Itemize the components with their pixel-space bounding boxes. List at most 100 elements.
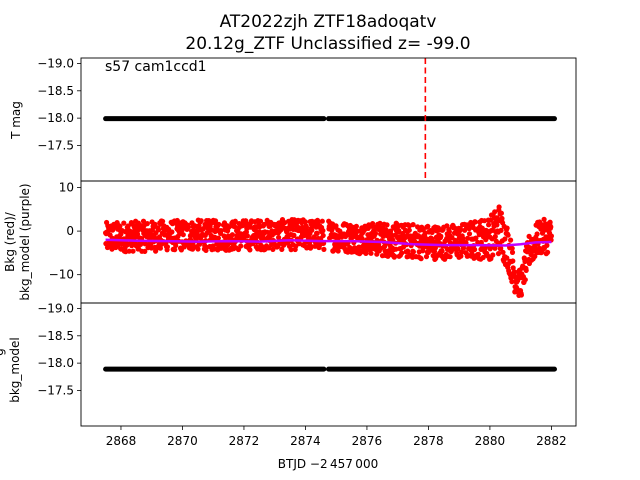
chart-title-line2: 20.12g_ZTF Unclassified z= -99.0	[185, 34, 470, 54]
middle-scatter-point	[169, 229, 175, 235]
middle-scatter-point	[244, 233, 250, 239]
middle-scatter-point	[195, 246, 201, 252]
middle-scatter-point	[130, 248, 136, 254]
middle-scatter-point	[226, 224, 232, 230]
middle-scatter-point	[185, 224, 191, 230]
middle-scatter-point	[495, 251, 502, 257]
middle-scatter-point	[548, 233, 555, 239]
middle-scatter-point	[291, 232, 297, 238]
middle-scatter-point	[393, 246, 399, 252]
middle-scatter-point	[499, 215, 505, 222]
middle-scatter-point	[498, 210, 504, 216]
middle-scatter-point	[197, 241, 203, 247]
bottom-ytick-label-3: −17.5	[37, 383, 74, 397]
middle-scatter-point	[353, 223, 359, 229]
middle-scatter-point	[180, 232, 186, 238]
middle-scatter-point	[279, 246, 285, 252]
middle-scatter-point	[490, 252, 496, 258]
middle-scatter-point	[121, 220, 127, 226]
x-axis-label: BTJD −2 457 000	[278, 457, 378, 471]
middle-scatter-point	[198, 218, 204, 224]
middle-scatter-point	[232, 224, 238, 230]
middle-scatter-point	[502, 236, 508, 242]
middle-scatter-point	[232, 218, 238, 224]
middle-scatter-point	[320, 232, 326, 239]
middle-scatter-point	[505, 232, 511, 238]
middle-scatter-point	[410, 249, 416, 255]
middle-scatter-point	[504, 225, 510, 231]
top-ytick-label-3: −17.5	[37, 138, 74, 152]
middle-scatter-point	[390, 237, 396, 243]
bottom-panel-ylabel-line1: g	[0, 348, 6, 356]
middle-scatter-point	[238, 243, 244, 249]
top-panel-ylabel: T mag	[9, 101, 23, 140]
middle-scatter-point	[247, 247, 253, 253]
middle-scatter-point	[157, 245, 163, 251]
middle-scatter-point	[466, 231, 473, 237]
middle-scatter-point	[509, 245, 515, 251]
panel-top: −19.0 −18.5 −18.0 −17.5	[37, 56, 577, 182]
middle-scatter-point	[534, 231, 540, 237]
middle-scatter-point	[126, 248, 132, 254]
middle-scatter-point	[482, 245, 488, 251]
panel-bottom: −19.0 −18.5 −18.0 −17.5 2868 2870 2872 2874 2876…	[37, 301, 577, 448]
middle-scatter-point	[264, 229, 271, 235]
middle-scatter-point	[523, 267, 529, 273]
middle-scatter-point	[465, 235, 471, 241]
middle-scatter-point	[425, 223, 431, 229]
middle-scatter-point	[423, 254, 430, 260]
middle-scatter-point	[164, 244, 170, 250]
top-ytick-label-2: −18.0	[37, 111, 74, 125]
middle-scatter-point	[399, 250, 405, 256]
middle-scatter-point	[479, 225, 485, 231]
middle-scatter-point	[466, 226, 472, 232]
middle-scatter-point	[545, 249, 551, 255]
middle-scatter-point	[155, 227, 162, 233]
middle-scatter-point	[194, 230, 200, 237]
xtick-label-5: 2878	[413, 434, 444, 448]
middle-scatter-point	[377, 220, 383, 226]
top-panel-annotation: s57 cam1ccd1	[105, 59, 207, 75]
middle-scatter-point	[160, 218, 166, 224]
middle-scatter-point	[469, 251, 475, 257]
middle-scatter-point	[492, 245, 498, 251]
middle-scatter-point	[257, 218, 264, 224]
middle-scatter-point	[172, 247, 178, 253]
middle-scatter-series	[103, 204, 555, 298]
middle-scatter-point	[319, 218, 325, 224]
middle-scatter-point	[142, 248, 148, 254]
middle-scatter-point	[216, 221, 222, 227]
middle-panel-ylabel-line2: bkg_model (purple)	[18, 183, 32, 300]
middle-scatter-point	[410, 222, 416, 228]
middle-scatter-point	[372, 230, 379, 237]
middle-scatter-point	[487, 217, 494, 223]
bottom-ytick-label-1: −18.5	[37, 329, 74, 343]
middle-scatter-point	[215, 235, 221, 241]
middle-scatter-point	[510, 258, 516, 264]
middle-model-line	[105, 238, 552, 247]
middle-scatter-point	[144, 221, 150, 227]
middle-scatter-point	[504, 255, 510, 261]
middle-scatter-point	[218, 228, 224, 234]
middle-scatter-point	[314, 230, 320, 236]
middle-scatter-point	[458, 253, 464, 259]
middle-scatter-point	[405, 248, 411, 254]
middle-ytick-label-2: −10	[49, 268, 74, 282]
middle-scatter-point	[124, 242, 130, 248]
xtick-label-3: 2874	[290, 434, 321, 448]
middle-scatter-point	[320, 228, 326, 234]
middle-scatter-point	[492, 233, 498, 240]
middle-scatter-point	[438, 233, 444, 239]
middle-scatter-point	[406, 227, 412, 233]
middle-scatter-point	[457, 225, 463, 232]
middle-scatter-point	[472, 219, 478, 225]
bottom-ytick-label-0: −19.0	[37, 301, 74, 315]
middle-scatter-point	[509, 249, 516, 255]
panel-middle: 10 0 −10	[49, 181, 577, 304]
middle-scatter-point	[321, 246, 327, 252]
xtick-label-2: 2872	[229, 434, 260, 448]
middle-scatter-point	[384, 222, 390, 228]
middle-scatter-point	[392, 253, 398, 259]
bottom-ytick-label-2: −18.0	[37, 356, 74, 370]
middle-scatter-point	[510, 265, 516, 271]
